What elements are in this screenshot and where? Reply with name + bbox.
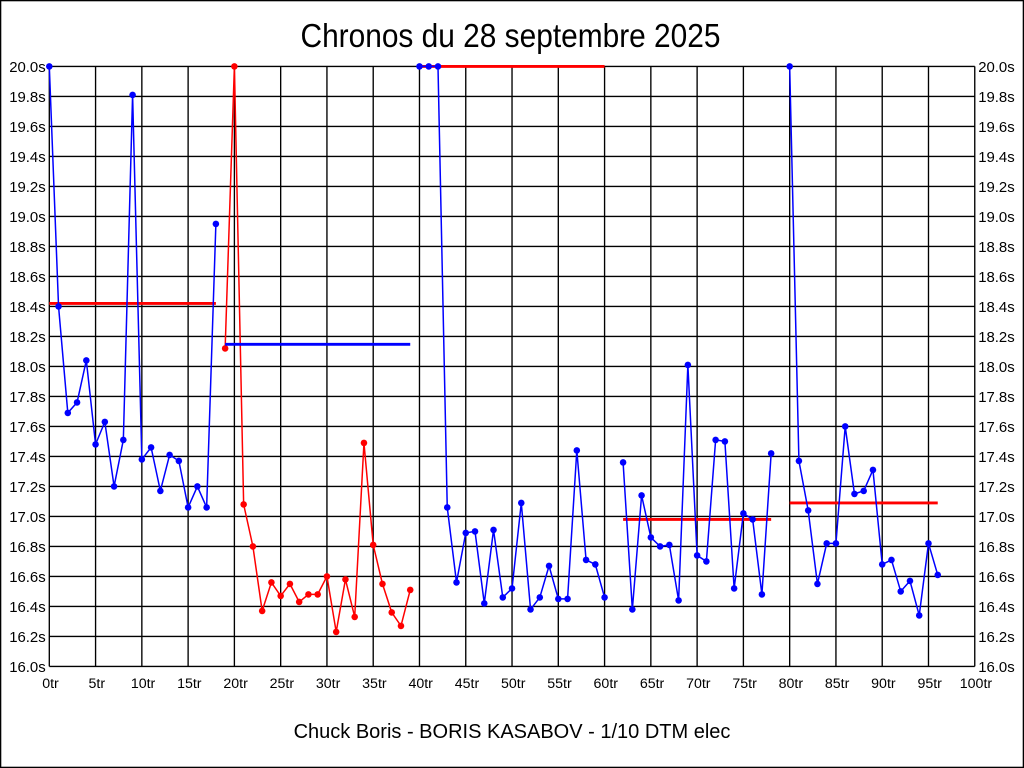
svg-text:95tr: 95tr — [917, 676, 942, 692]
svg-text:18.2s: 18.2s — [978, 329, 1015, 346]
svg-text:19.6s: 19.6s — [9, 119, 46, 136]
svg-text:16.4s: 16.4s — [978, 599, 1015, 616]
svg-text:Chronos du 28 septembre 2025: Chronos du 28 septembre 2025 — [301, 18, 721, 55]
svg-text:16.6s: 16.6s — [9, 569, 46, 586]
svg-text:19.6s: 19.6s — [978, 119, 1015, 136]
svg-text:19.2s: 19.2s — [978, 179, 1015, 196]
svg-text:16.6s: 16.6s — [978, 569, 1015, 586]
svg-text:80tr: 80tr — [779, 676, 804, 692]
svg-text:16.8s: 16.8s — [9, 539, 46, 556]
svg-text:75tr: 75tr — [732, 676, 757, 692]
svg-text:85tr: 85tr — [825, 676, 850, 692]
svg-text:17.0s: 17.0s — [9, 509, 46, 526]
svg-text:55tr: 55tr — [547, 676, 572, 692]
svg-text:18.4s: 18.4s — [978, 299, 1015, 316]
svg-text:30tr: 30tr — [316, 676, 341, 692]
svg-text:18.6s: 18.6s — [978, 269, 1015, 286]
svg-text:35tr: 35tr — [362, 676, 387, 692]
svg-text:45tr: 45tr — [455, 676, 480, 692]
svg-text:17.8s: 17.8s — [9, 389, 46, 406]
svg-text:0tr: 0tr — [42, 676, 59, 692]
svg-text:50tr: 50tr — [501, 676, 526, 692]
svg-text:65tr: 65tr — [640, 676, 665, 692]
svg-text:18.0s: 18.0s — [9, 359, 46, 376]
svg-text:18.4s: 18.4s — [9, 299, 46, 316]
svg-text:17.4s: 17.4s — [9, 449, 46, 466]
svg-text:19.8s: 19.8s — [9, 89, 46, 106]
svg-text:20tr: 20tr — [223, 676, 248, 692]
svg-text:18.6s: 18.6s — [9, 269, 46, 286]
svg-text:16.0s: 16.0s — [978, 659, 1015, 676]
svg-text:19.0s: 19.0s — [9, 209, 46, 226]
svg-text:5tr: 5tr — [88, 676, 105, 692]
svg-text:17.4s: 17.4s — [978, 449, 1015, 466]
svg-text:Chuck Boris - BORIS KASABOV -: Chuck Boris - BORIS KASABOV - 1/10 DTM e… — [294, 721, 731, 743]
svg-text:18.0s: 18.0s — [978, 359, 1015, 376]
svg-text:18.8s: 18.8s — [9, 239, 46, 256]
svg-text:16.0s: 16.0s — [9, 659, 46, 676]
svg-text:16.2s: 16.2s — [9, 629, 46, 646]
svg-text:19.4s: 19.4s — [9, 149, 46, 166]
svg-text:10tr: 10tr — [131, 676, 156, 692]
svg-text:19.0s: 19.0s — [978, 209, 1015, 226]
svg-text:20.0s: 20.0s — [978, 59, 1015, 76]
svg-text:17.2s: 17.2s — [978, 479, 1015, 496]
svg-text:40tr: 40tr — [408, 676, 433, 692]
svg-text:19.8s: 19.8s — [978, 89, 1015, 106]
svg-text:60tr: 60tr — [594, 676, 619, 692]
svg-text:16.8s: 16.8s — [978, 539, 1015, 556]
svg-text:18.8s: 18.8s — [978, 239, 1015, 256]
svg-text:18.2s: 18.2s — [9, 329, 46, 346]
svg-text:20.0s: 20.0s — [9, 59, 46, 76]
svg-text:90tr: 90tr — [871, 676, 896, 692]
svg-text:17.0s: 17.0s — [978, 509, 1015, 526]
svg-text:100tr: 100tr — [960, 676, 993, 692]
svg-text:19.2s: 19.2s — [9, 179, 46, 196]
svg-text:17.6s: 17.6s — [9, 419, 46, 436]
svg-text:70tr: 70tr — [686, 676, 711, 692]
svg-text:17.8s: 17.8s — [978, 389, 1015, 406]
svg-text:25tr: 25tr — [270, 676, 295, 692]
svg-text:19.4s: 19.4s — [978, 149, 1015, 166]
svg-text:15tr: 15tr — [177, 676, 202, 692]
svg-text:16.4s: 16.4s — [9, 599, 46, 616]
svg-text:17.2s: 17.2s — [9, 479, 46, 496]
svg-text:17.6s: 17.6s — [978, 419, 1015, 436]
svg-text:16.2s: 16.2s — [978, 629, 1015, 646]
